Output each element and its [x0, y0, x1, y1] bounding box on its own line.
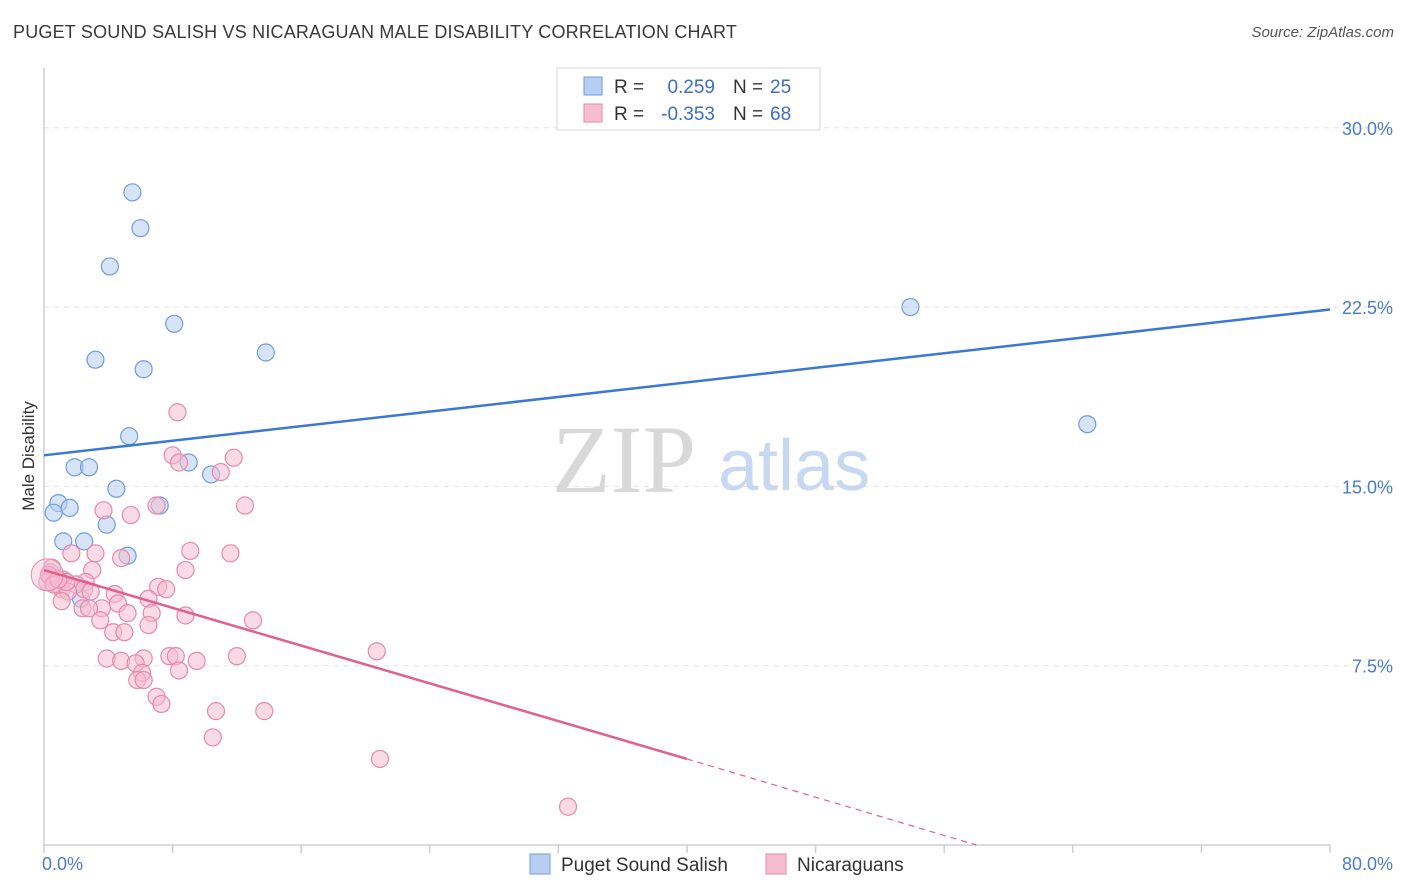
- point-pink-45: [227, 647, 246, 666]
- point-blue-7: [901, 297, 920, 317]
- watermark: ZIP atlas: [552, 406, 870, 513]
- point-pink-3: [169, 453, 189, 472]
- point-blue-3: [165, 314, 184, 333]
- y-tick-labels: 7.5% 15.0% 22.5% 30.0%: [1342, 119, 1393, 677]
- point-blue-8: [1078, 415, 1097, 434]
- point-pink-10: [221, 544, 240, 563]
- point-pink-41: [115, 623, 134, 642]
- y-tick-label-0: 7.5%: [1352, 657, 1393, 677]
- point-blue-4: [256, 343, 275, 362]
- point-blue-6: [134, 360, 153, 379]
- legend-r-label-2: R =: [614, 104, 644, 125]
- point-pink-37: [91, 611, 110, 630]
- series-legend-label-pink: Nicaraguans: [797, 855, 904, 876]
- legend-n-label-1: N =: [733, 77, 763, 98]
- point-pink-25: [157, 580, 176, 599]
- y-tick-label-2: 22.5%: [1342, 298, 1393, 318]
- trendlines: [43, 308, 1331, 846]
- point-blue-14: [107, 479, 126, 498]
- gridlines: [44, 127, 1392, 667]
- y-tick-label-3: 30.0%: [1342, 119, 1393, 139]
- point-pink-8: [121, 505, 140, 525]
- point-pink-11: [86, 544, 105, 563]
- y-axis-label: Male Disability: [19, 401, 38, 511]
- legend-r-value-2: -0.353: [661, 104, 715, 125]
- legend-n-value-2: 68: [770, 104, 791, 125]
- point-pink-54: [134, 670, 153, 690]
- legend-n-value-1: 25: [770, 77, 791, 98]
- point-blue-18: [44, 503, 63, 522]
- point-pink-1: [224, 448, 243, 467]
- point-pink-9: [181, 541, 200, 561]
- series-legend-swatch-blue: [529, 853, 551, 875]
- point-blue-16: [60, 498, 79, 518]
- point-blue-1: [131, 219, 150, 238]
- point-pink-0: [168, 403, 187, 422]
- series-legend-swatch-pink: [765, 853, 787, 875]
- legend-n-label-2: N =: [733, 104, 763, 125]
- trendline-blue: [43, 308, 1331, 457]
- point-pink-35: [118, 603, 137, 623]
- series-legend-label-blue: Puget Sound Salish: [561, 855, 728, 876]
- trendline-pink-extension: [686, 758, 977, 846]
- point-pink-57: [206, 702, 226, 721]
- point-pink-28: [52, 592, 71, 611]
- point-blue-0: [123, 183, 142, 202]
- series-legend: Puget Sound Salish Nicaraguans: [529, 853, 904, 876]
- point-pink-16: [176, 560, 195, 580]
- point-pink-7: [94, 501, 113, 520]
- point-pink-58: [255, 702, 274, 721]
- point-pink-39: [139, 615, 158, 635]
- series-points: [30, 183, 1097, 816]
- point-pink-4: [211, 462, 230, 482]
- point-pink-13: [62, 544, 81, 563]
- point-pink-38: [243, 611, 263, 630]
- point-pink-6: [235, 496, 255, 515]
- watermark-zip: ZIP: [552, 406, 696, 513]
- chart-title: PUGET SOUND SALISH VS NICARAGUAN MALE DI…: [13, 22, 738, 42]
- point-pink-42: [367, 642, 386, 661]
- legend-r-value-1: 0.259: [667, 77, 715, 98]
- point-blue-21: [75, 532, 94, 551]
- point-pink-5: [147, 496, 166, 515]
- point-pink-59: [203, 728, 222, 747]
- point-blue-5: [86, 350, 105, 369]
- point-pink-51: [169, 661, 189, 680]
- point-pink-56: [152, 694, 171, 714]
- point-pink-60: [370, 749, 390, 769]
- legend-swatch-pink: [583, 103, 603, 123]
- point-blue-2: [100, 257, 120, 276]
- y-tick-label-1: 15.0%: [1342, 477, 1393, 497]
- point-pink-48: [187, 651, 206, 671]
- point-blue-12: [79, 458, 99, 477]
- source-credit: Source: ZipAtlas.com: [1251, 24, 1394, 41]
- x-tick-labels: 0.0% 80.0%: [42, 854, 1393, 874]
- point-pink-12: [112, 549, 131, 568]
- legend-r-label-1: R =: [614, 77, 644, 98]
- legend: R = 0.259 N = 25 R = -0.353 N = 68: [556, 67, 821, 131]
- axes: [43, 68, 1331, 853]
- x-tick-label-0: 0.0%: [42, 854, 83, 874]
- legend-swatch-blue: [583, 76, 603, 96]
- point-pink-61: [558, 797, 578, 816]
- point-blue-9: [120, 427, 139, 446]
- watermark-atlas: atlas: [718, 426, 870, 506]
- x-tick-label-1: 80.0%: [1342, 854, 1393, 874]
- trendline-pink: [43, 568, 688, 761]
